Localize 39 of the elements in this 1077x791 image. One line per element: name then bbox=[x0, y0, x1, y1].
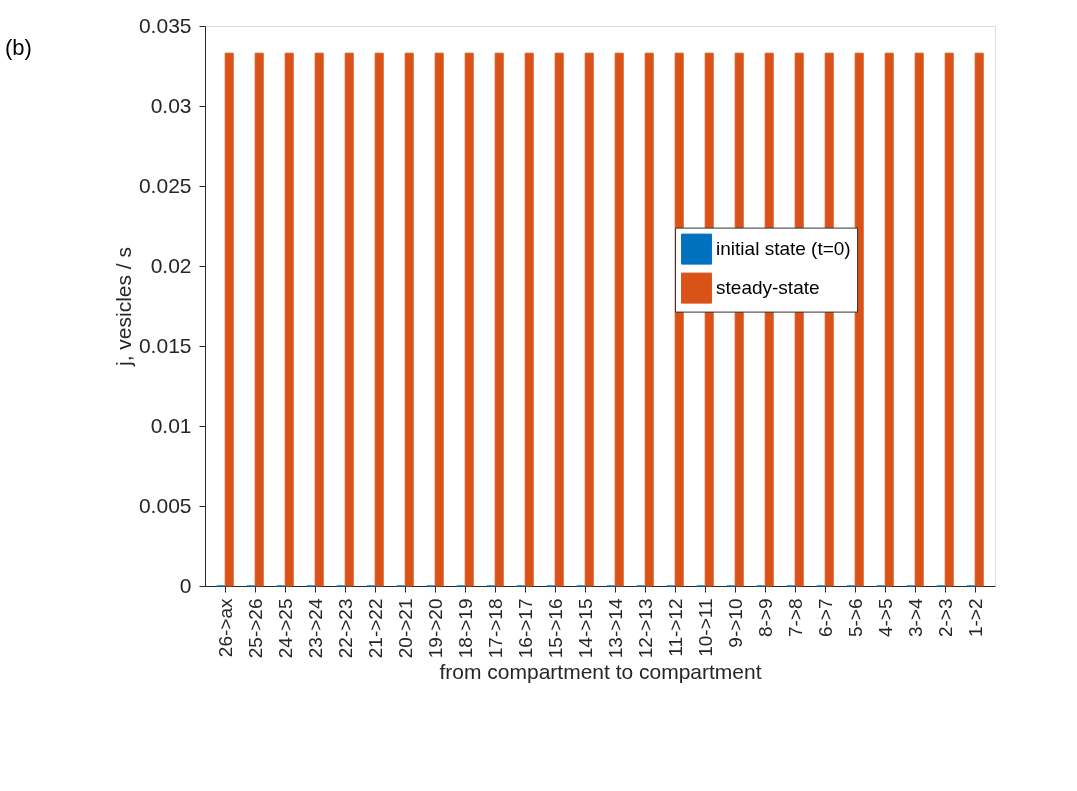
y-axis-title: j, vesicles / s bbox=[111, 246, 135, 368]
x-tick-label: 18->19 bbox=[454, 598, 476, 659]
x-tick-label: 13->14 bbox=[604, 598, 626, 659]
x-tick-label: 1->2 bbox=[964, 598, 986, 638]
x-tick-label: 17->18 bbox=[484, 598, 506, 659]
y-tick-label: 0.01 bbox=[150, 413, 192, 437]
x-tick-label: 15->16 bbox=[544, 598, 566, 659]
y-tick-label: 0.035 bbox=[138, 13, 192, 37]
x-tick-label: 19->20 bbox=[424, 598, 446, 659]
x-tick-label: 6->7 bbox=[814, 598, 836, 638]
x-tick-label: 16->17 bbox=[514, 598, 536, 659]
y-tick-label: 0.02 bbox=[150, 253, 192, 277]
x-tick-label: 4->5 bbox=[874, 598, 896, 638]
legend-label: steady-state bbox=[716, 277, 820, 299]
x-tick-label: 25->26 bbox=[244, 598, 266, 659]
x-tick-label: 3->4 bbox=[904, 598, 926, 638]
text: (b) bbox=[5, 35, 32, 60]
x-tick-label: 26->ax bbox=[214, 598, 236, 658]
x-tick-label: 12->13 bbox=[634, 598, 656, 659]
x-axis-title: from compartment to compartment bbox=[439, 660, 762, 684]
y-tick-label: 0.025 bbox=[138, 173, 192, 197]
x-tick-label: 24->25 bbox=[274, 598, 296, 659]
y-tick-label: 0.03 bbox=[150, 93, 192, 117]
x-tick-label: 5->6 bbox=[844, 598, 866, 638]
x-tick-label: 2->3 bbox=[934, 598, 956, 638]
x-tick-label: 7->8 bbox=[784, 598, 806, 638]
y-tick-label: 0 bbox=[179, 573, 192, 597]
x-tick-label: 23->24 bbox=[304, 598, 326, 659]
legend-label: initial state (t=0) bbox=[716, 238, 851, 260]
x-tick-label: 11->12 bbox=[664, 598, 686, 657]
y-tick-label: 0.005 bbox=[138, 493, 192, 517]
x-tick-label: 10->11 bbox=[694, 598, 716, 657]
x-tick-label: 14->15 bbox=[574, 598, 596, 659]
x-tick-label: 22->23 bbox=[334, 598, 356, 659]
x-tick-label: 9->10 bbox=[724, 598, 746, 648]
x-tick-label: 8->9 bbox=[754, 598, 776, 638]
y-tick-label: 0.015 bbox=[138, 333, 192, 357]
x-tick-label: 20->21 bbox=[394, 598, 416, 659]
x-tick-label: 21->22 bbox=[364, 598, 386, 659]
